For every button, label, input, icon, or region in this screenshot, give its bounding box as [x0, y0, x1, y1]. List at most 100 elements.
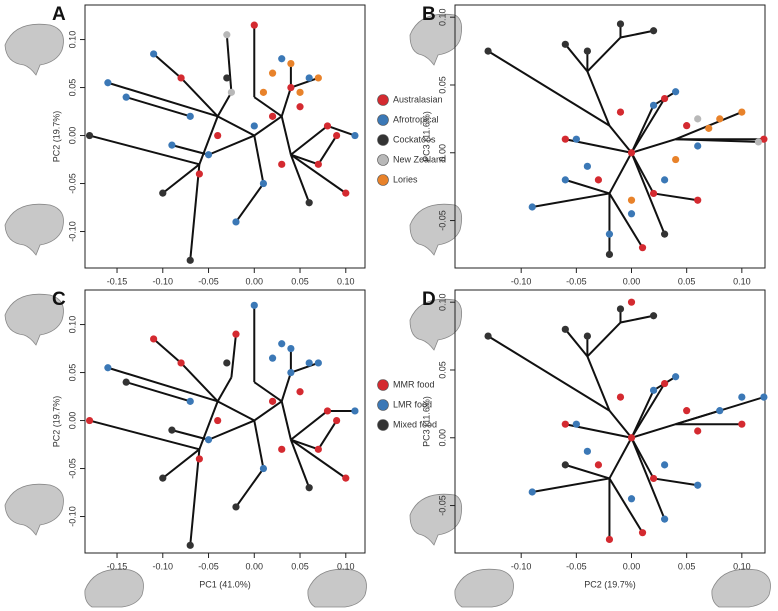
data-point [323, 122, 332, 130]
data-point [661, 515, 669, 523]
data-point [528, 488, 536, 496]
data-point [661, 176, 669, 184]
data-point [259, 179, 268, 188]
tree-branch [290, 77, 319, 89]
data-point [296, 388, 304, 396]
data-point [287, 368, 295, 377]
tree-branch [653, 192, 698, 202]
tree-branch [208, 419, 255, 441]
tree-branch [171, 144, 209, 156]
legend-marker [377, 379, 389, 391]
data-point [738, 420, 746, 428]
data-point [605, 535, 614, 544]
data-point [649, 312, 658, 320]
data-point [268, 354, 277, 362]
data-point [627, 210, 636, 218]
tree-branch [290, 438, 319, 451]
legend-marker [377, 399, 389, 411]
data-point [683, 122, 691, 130]
data-point [672, 155, 680, 164]
data-point [661, 230, 669, 238]
tree-branch [280, 116, 292, 155]
data-point [85, 416, 94, 425]
data-point [214, 131, 222, 140]
data-point [195, 170, 203, 178]
data-point [85, 131, 94, 140]
data-point [649, 474, 658, 483]
data-point [605, 230, 614, 238]
data-point [278, 55, 286, 63]
tree-branch [653, 477, 698, 487]
legend-marker [377, 174, 389, 186]
legend-marker [377, 154, 389, 166]
y-tick-label: 0.10 [437, 8, 447, 26]
tree-branch [125, 96, 191, 118]
data-point [204, 151, 213, 159]
data-point [694, 481, 702, 489]
panel-letter: B [422, 4, 436, 25]
data-point [104, 364, 112, 372]
tree-branch [216, 91, 233, 117]
skull-icon [4, 293, 64, 346]
data-point [738, 108, 746, 116]
data-point [694, 196, 702, 204]
data-point [627, 196, 636, 204]
x-tick-label: 0.10 [733, 276, 751, 286]
tree-branch [125, 381, 191, 403]
data-point [561, 420, 569, 428]
data-point [661, 94, 669, 103]
panel-letter: D [422, 289, 436, 310]
tree-branch [290, 153, 347, 194]
data-point [305, 484, 313, 492]
plot-frame [454, 289, 766, 554]
data-point [738, 393, 746, 401]
tree-branch [675, 138, 759, 143]
data-point [186, 112, 194, 120]
x-axis-label: PC1 (41.0%) [199, 579, 251, 589]
legend-marker [377, 94, 389, 106]
data-point [314, 359, 322, 367]
plot-frame [84, 4, 366, 269]
tree-branch [280, 87, 292, 117]
data-point [259, 464, 268, 473]
data-point [661, 379, 669, 388]
data-point [594, 461, 603, 469]
data-point [287, 83, 295, 92]
skull-icon [711, 568, 771, 608]
x-tick-label: 0.05 [678, 561, 696, 571]
y-tick-label: 0.05 [437, 361, 447, 379]
data-point [268, 112, 277, 120]
x-tick-label: 0.00 [246, 276, 264, 286]
tree-branch [180, 362, 219, 403]
tree-branch [290, 362, 319, 374]
tree-branch [89, 419, 200, 451]
skull-icon [4, 203, 64, 256]
x-tick-label: 0.05 [291, 276, 309, 286]
data-point [150, 335, 158, 343]
panel-letter: C [52, 289, 66, 310]
legend-label: New Zealand [393, 154, 446, 164]
data-point [314, 445, 322, 453]
tree-branch [565, 178, 610, 195]
data-point [186, 256, 194, 264]
y-tick-label: 0.10 [67, 316, 77, 334]
x-axis-label: PC2 (19.7%) [584, 579, 636, 589]
tree-branch [280, 401, 292, 440]
data-point [627, 434, 636, 442]
tree-branch [487, 50, 610, 127]
data-point [305, 199, 313, 207]
data-point [583, 47, 591, 55]
y-tick-label: 0.05 [67, 364, 77, 382]
tree-branch [532, 477, 610, 493]
data-point [250, 122, 258, 130]
data-point [616, 20, 625, 28]
data-point [168, 141, 176, 149]
tree-branch [208, 134, 255, 156]
x-tick-label: 0.05 [678, 276, 696, 286]
data-point [232, 330, 240, 338]
x-tick-label: -0.05 [566, 561, 587, 571]
data-point [259, 88, 268, 96]
tree-branch [532, 192, 610, 208]
legend-label: LMR food [393, 399, 432, 409]
panel: A -0.15 -0.10 -0.05 0.00 0.05 0.10 -0.10 -0.05 0.… [51, 4, 446, 286]
